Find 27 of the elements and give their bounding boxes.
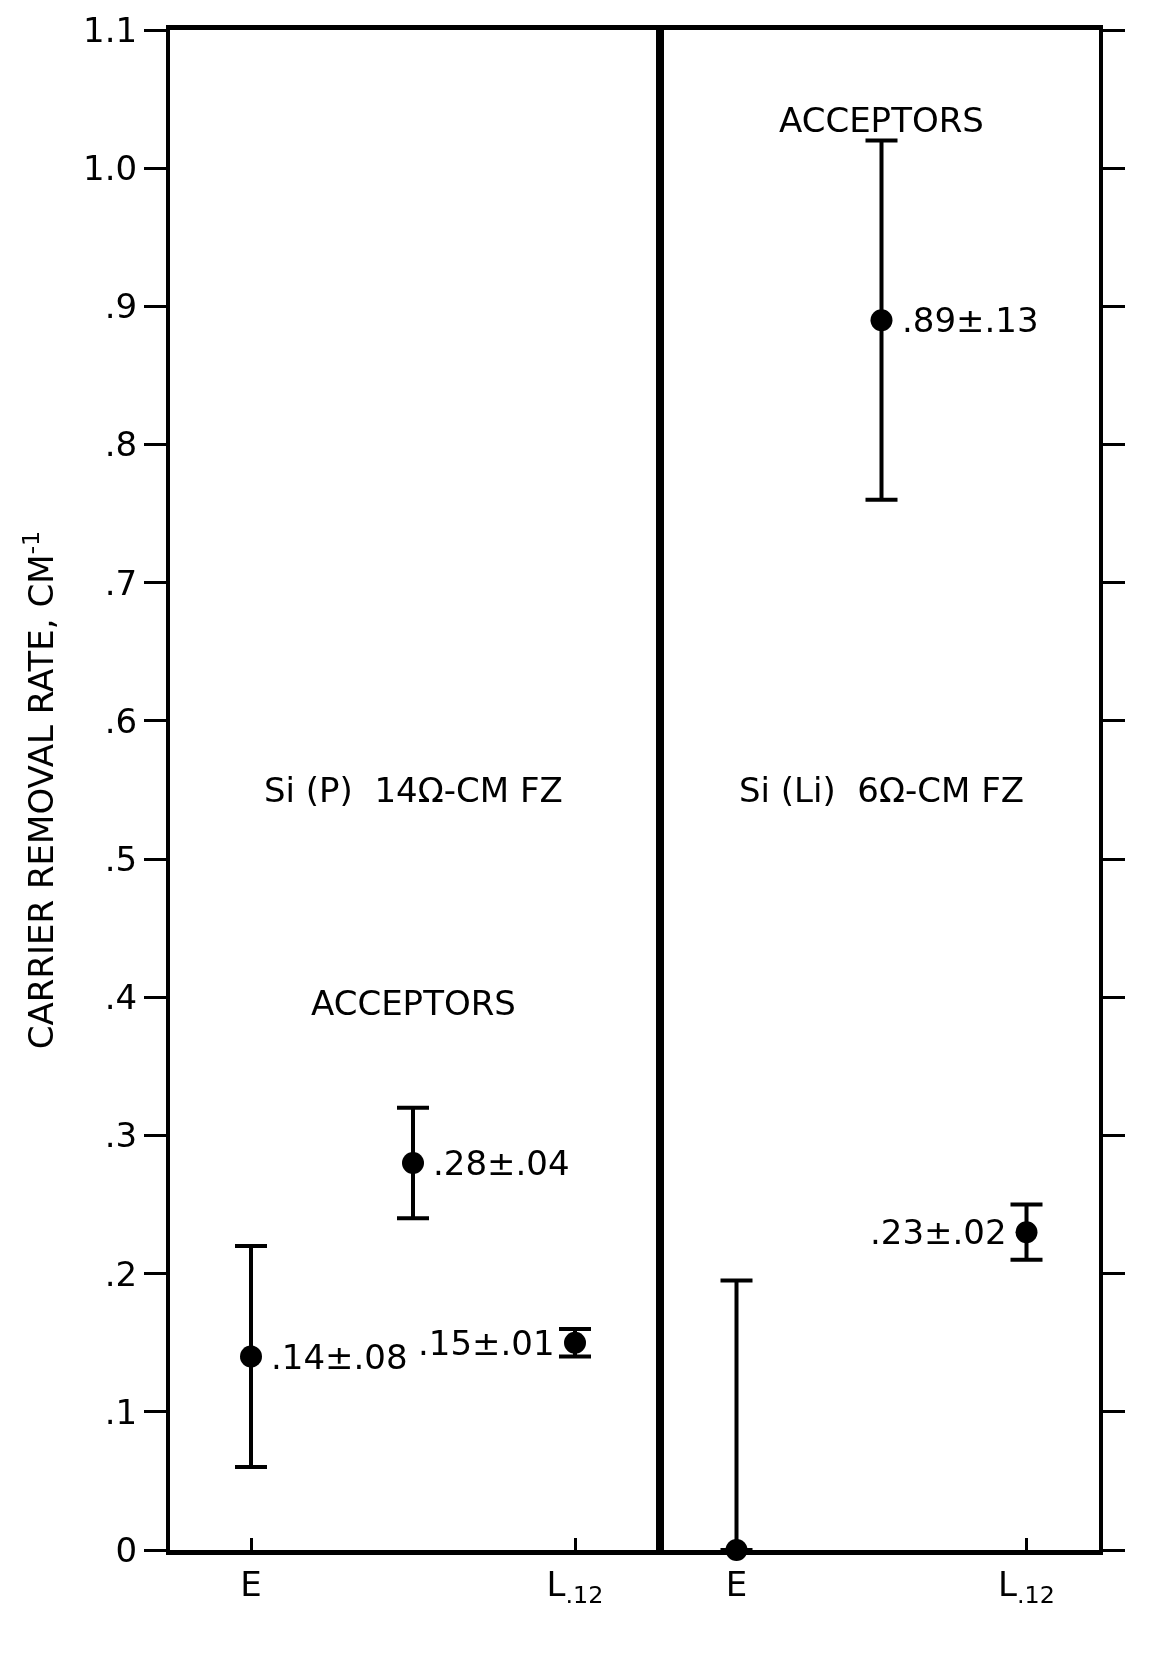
data-label: .23±.02 xyxy=(870,1212,1007,1252)
x-tick-label: E xyxy=(725,1563,748,1604)
y-tick-label: .8 xyxy=(104,424,138,465)
annotation: ACCEPTORS xyxy=(311,983,516,1023)
y-tick-label: .5 xyxy=(104,838,138,879)
y-tick-label: .7 xyxy=(104,562,138,603)
point xyxy=(402,1152,424,1175)
data-label: .14±.08 xyxy=(271,1337,408,1377)
y-tick-label: .4 xyxy=(104,977,138,1018)
y-tick-label: 1.0 xyxy=(83,148,138,189)
y-tick-label: .3 xyxy=(104,1115,138,1156)
annotation: Si (P) 14Ω-CM FZ xyxy=(264,770,563,810)
data-label: .15±.01 xyxy=(418,1323,555,1363)
annotation: ACCEPTORS xyxy=(779,100,984,140)
y-tick-label: .9 xyxy=(104,286,138,327)
x-tick-label: E xyxy=(240,1563,262,1604)
point xyxy=(240,1345,262,1368)
data-label: .89±.13 xyxy=(902,300,1039,340)
annotation: Si (Li) 6Ω-CM FZ xyxy=(739,770,1024,810)
y-tick-label: .2 xyxy=(104,1253,138,1294)
x-tick-label: L$_{.12}$ xyxy=(546,1563,604,1609)
y-tick-label: .6 xyxy=(104,700,138,741)
y-tick-label: .1 xyxy=(104,1391,138,1432)
y-tick-label: 0 xyxy=(115,1529,138,1570)
x-tick-label: L$_{.12}$ xyxy=(998,1563,1055,1609)
data-label: .28±.04 xyxy=(433,1143,570,1183)
y-tick-label: 1.1 xyxy=(83,9,138,50)
